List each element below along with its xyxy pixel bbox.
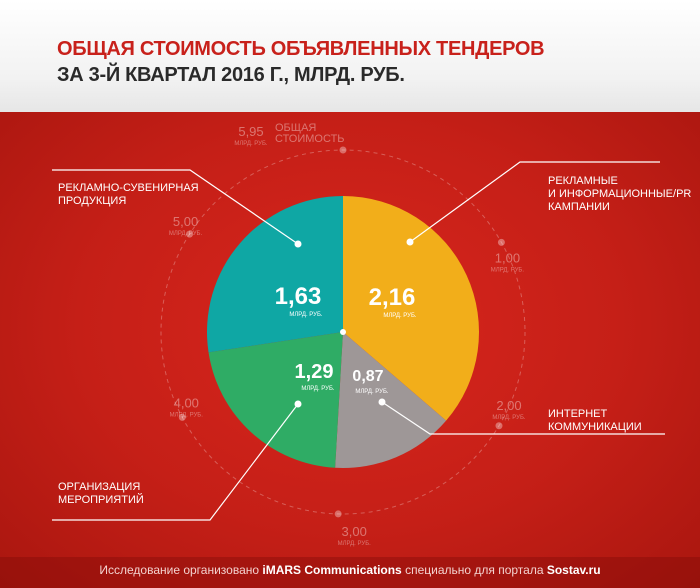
tick-total-label: 5,95 xyxy=(238,124,263,139)
slice-events-unit: МЛРД. РУБ. xyxy=(301,386,335,392)
tick-1-dot xyxy=(497,238,505,246)
slice-advertising-campaigns-leader-dot xyxy=(406,238,414,246)
tick-total-unit: МЛРД. РУБ. xyxy=(234,141,268,147)
slice-advertising-campaigns xyxy=(343,196,479,421)
slice-advertising-campaigns-value: 2,16 xyxy=(369,284,416,311)
slice-souvenir-products-leader xyxy=(52,169,299,245)
tick-3-dot xyxy=(334,510,342,518)
tick-3-label: 3,00 xyxy=(342,524,367,539)
slice-events-category-label: ОРГАНИЗАЦИЯ МЕРОПРИЯТИЙ xyxy=(58,481,144,506)
slice-internet-communications-leader-dot xyxy=(378,398,386,406)
tick-5-label: 5,00 xyxy=(173,214,198,229)
slice-souvenir-products-unit: МЛРД. РУБ. xyxy=(289,312,323,318)
slice-internet-communications-unit: МЛРД. РУБ. xyxy=(355,389,389,395)
footer-org: iMARS Communications xyxy=(262,563,402,577)
slice-internet-communications xyxy=(335,332,447,469)
tick-3-unit: МЛРД. РУБ. xyxy=(338,541,372,547)
total-label-line: ОБЩАЯ xyxy=(275,122,316,134)
total-label-line: СТОИМОСТЬ xyxy=(275,133,345,145)
slice-events-leader-dot xyxy=(294,400,302,408)
slice-souvenir-products-leader-dot xyxy=(294,240,302,248)
center-dot xyxy=(340,329,346,335)
slice-internet-communications-leader xyxy=(381,401,665,435)
tick-5-dot xyxy=(186,230,194,238)
slice-souvenir-products xyxy=(206,196,343,353)
tick-2-dot xyxy=(495,422,503,430)
chart-title: ОБЩАЯ СТОИМОСТЬ ОБЪЯВЛЕННЫХ ТЕНДЕРОВ xyxy=(57,38,545,60)
footer-portal: Sostav.ru xyxy=(546,563,601,577)
slice-advertising-campaigns-unit: МЛРД. РУБ. xyxy=(383,313,417,319)
slice-advertising-campaigns-category-label: РЕКЛАМНЫЕ И ИНФОРМАЦИОННЫЕ/PR КАМПАНИИ xyxy=(548,175,692,213)
tick-4-label: 4,00 xyxy=(174,395,199,410)
chart-subtitle: ЗА 3-Й КВАРТАЛ 2016 Г., МЛРД. РУБ. xyxy=(57,64,405,86)
slice-souvenir-products-category-label: РЕКЛАМНО-СУВЕНИРНАЯ ПРОДУКЦИЯ xyxy=(58,182,199,207)
tick-1-unit: МЛРД. РУБ. xyxy=(491,267,525,273)
slice-events xyxy=(208,332,343,468)
footer-prefix: Исследование организовано xyxy=(99,563,263,577)
scale-ring xyxy=(160,149,526,515)
tick-4-dot xyxy=(178,413,186,421)
slice-internet-communications-category-label: ИНТЕРНЕТ КОММУНИКАЦИИ xyxy=(548,408,642,433)
slice-internet-communications-value: 0,87 xyxy=(352,368,383,385)
header xyxy=(0,0,700,112)
tick-4-unit: МЛРД. РУБ. xyxy=(170,412,204,418)
footer-text: Исследование организовано iMARS Communic… xyxy=(0,563,700,577)
footer-middle: специально для портала xyxy=(401,563,547,577)
footer-bar xyxy=(0,557,700,588)
slice-events-value: 1,29 xyxy=(295,361,334,383)
tick-2-unit: МЛРД. РУБ. xyxy=(492,415,526,421)
slice-souvenir-products-value: 1,63 xyxy=(275,283,322,310)
tick-2-label: 2,00 xyxy=(496,398,521,413)
slice-events-leader xyxy=(52,403,299,521)
tick-total-dot xyxy=(339,146,347,154)
tick-1-label: 1,00 xyxy=(495,250,520,265)
slice-advertising-campaigns-leader xyxy=(409,161,660,243)
tick-5-unit: МЛРД. РУБ. xyxy=(169,231,203,237)
